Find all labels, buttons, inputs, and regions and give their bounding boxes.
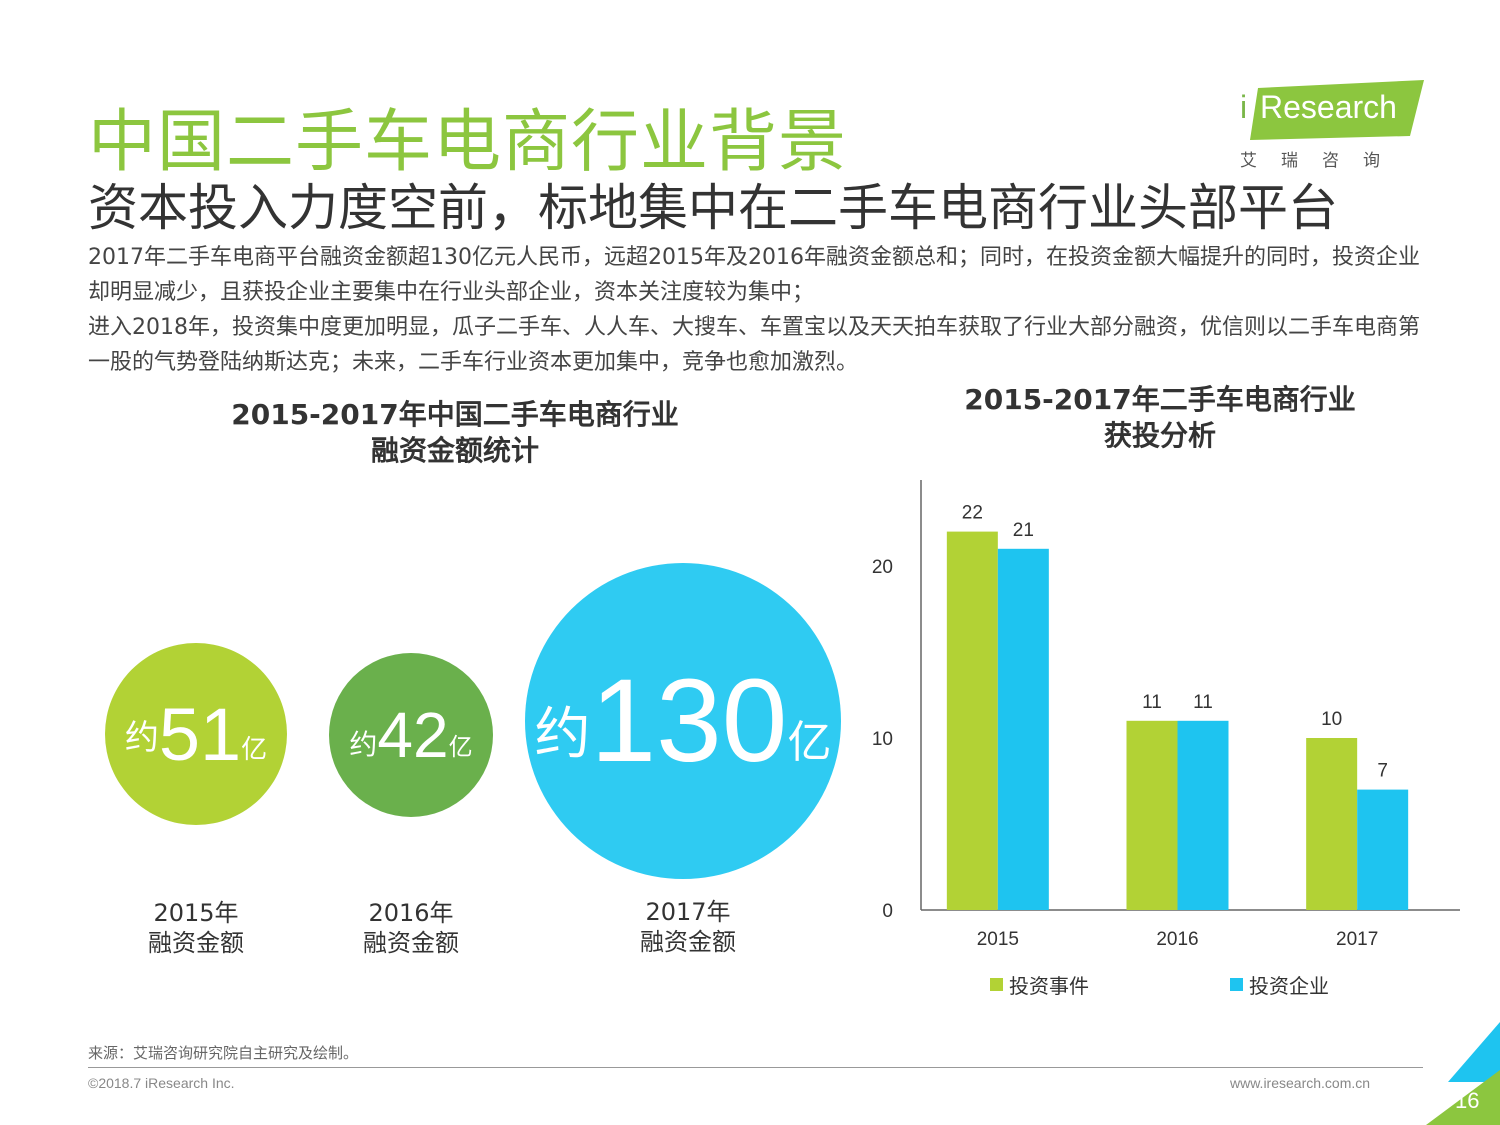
- y-tick-label: 20: [872, 557, 893, 578]
- body-paragraph-1: 2017年二手车电商平台融资金额超130亿元人民币，远超2015年及2016年融…: [88, 245, 1420, 305]
- bubble-year: 2016年: [368, 899, 454, 927]
- bar-data-label: 11: [1193, 692, 1213, 713]
- bubble-2017: 约 130 亿: [525, 563, 841, 879]
- bar-data-label: 7: [1377, 761, 1388, 782]
- logo-i-mark: i: [1240, 89, 1248, 125]
- body-text: 2017年二手车电商平台融资金额超130亿元人民币，远超2015年及2016年融…: [88, 240, 1438, 380]
- bar-chart: 0 10 20 22 21 2015 11 11 2016 10 7 2017: [872, 480, 1460, 950]
- bubble-caption: 融资金额: [640, 928, 736, 956]
- legend-item-companies: 投资企业: [1230, 970, 1329, 999]
- bar-2015-series-1: [997, 548, 1049, 910]
- bar-chart-title-line-1: 2015-2017年二手车电商行业: [964, 383, 1356, 416]
- source-note: 来源：艾瑞咨询研究院自主研究及绘制。: [88, 1044, 359, 1062]
- bubble-suffix: 亿: [787, 717, 832, 768]
- x-tick-label: 2016: [1156, 929, 1198, 950]
- bar-2017-series-0: [1306, 738, 1358, 910]
- bar-2015-series-0: [946, 531, 998, 910]
- bubble-caption: 融资金额: [363, 929, 459, 957]
- legend-label: 投资企业: [1249, 974, 1329, 998]
- bubble-chart-title-line-1: 2015-2017年中国二手车电商行业: [231, 398, 679, 431]
- bubble-year: 2017年: [645, 898, 731, 926]
- bubble-suffix: 亿: [448, 732, 473, 761]
- logo-banner-shape: [1250, 80, 1424, 140]
- bubble-caption: 融资金额: [148, 929, 244, 957]
- copyright: ©2018.7 iResearch Inc.: [88, 1075, 235, 1091]
- x-tick-label: 2015: [977, 929, 1019, 950]
- bar-chart-title: 2015-2017年二手车电商行业 获投分析: [900, 382, 1420, 454]
- bar-chart-title-line-2: 获投分析: [1103, 419, 1216, 452]
- body-paragraph-2: 进入2018年，投资集中度更加明显，瓜子二手车、人人车、大搜车、车置宝以及天天拍…: [88, 315, 1420, 375]
- bubble-year: 2015年: [153, 899, 239, 927]
- bubble-label-2015: 2015年 融资金额: [86, 898, 306, 958]
- legend-item-events: 投资事件: [990, 970, 1089, 999]
- y-tick-label: 0: [882, 901, 893, 922]
- bubble-prefix: 约: [124, 717, 159, 758]
- bar-data-label: 11: [1142, 692, 1162, 713]
- bar-data-label: 22: [962, 503, 983, 524]
- footer-divider: [88, 1067, 1423, 1068]
- logo-brand: Research: [1260, 89, 1397, 125]
- bubble-suffix: 亿: [241, 734, 268, 765]
- legend-swatch: [1230, 978, 1243, 991]
- page-number: 16: [1455, 1088, 1480, 1113]
- y-tick-label: 10: [872, 729, 893, 750]
- bubble-prefix: 约: [349, 728, 378, 761]
- bubble-2015: 约 51 亿: [105, 643, 287, 825]
- legend-swatch: [990, 978, 1003, 991]
- corner-decoration: [1426, 1022, 1500, 1125]
- bubble-label-2017: 2017年 融资金额: [578, 897, 798, 957]
- bar-2016-series-1: [1177, 720, 1229, 910]
- bar-2017-series-1: [1357, 789, 1409, 910]
- bubble-value: 130: [590, 655, 788, 787]
- legend-label: 投资事件: [1009, 974, 1089, 998]
- page-title: 中国二手车电商行业背景: [88, 103, 848, 182]
- bar-data-label: 10: [1321, 709, 1342, 730]
- bar-2016-series-0: [1126, 720, 1178, 910]
- bubble-value: 51: [158, 692, 242, 776]
- bubble-2016: 约 42 亿: [329, 653, 493, 817]
- website-link[interactable]: www.iresearch.com.cn: [1230, 1075, 1371, 1091]
- bubble-value: 42: [377, 699, 449, 771]
- bar-data-label: 21: [1013, 520, 1034, 541]
- bubble-label-2016: 2016年 融资金额: [301, 898, 521, 958]
- bubble-chart-title: 2015-2017年中国二手车电商行业 融资金额统计: [200, 397, 710, 469]
- bubble-chart-title-line-2: 融资金额统计: [370, 434, 539, 467]
- x-tick-label: 2017: [1336, 929, 1378, 950]
- bubble-prefix: 约: [534, 701, 591, 767]
- page-subtitle: 资本投入力度空前，标地集中在二手车电商行业头部平台: [88, 179, 1338, 237]
- logo-tagline: 艾瑞咨询: [1240, 151, 1404, 171]
- iresearch-logo: i Research 艾瑞咨询: [1240, 80, 1440, 172]
